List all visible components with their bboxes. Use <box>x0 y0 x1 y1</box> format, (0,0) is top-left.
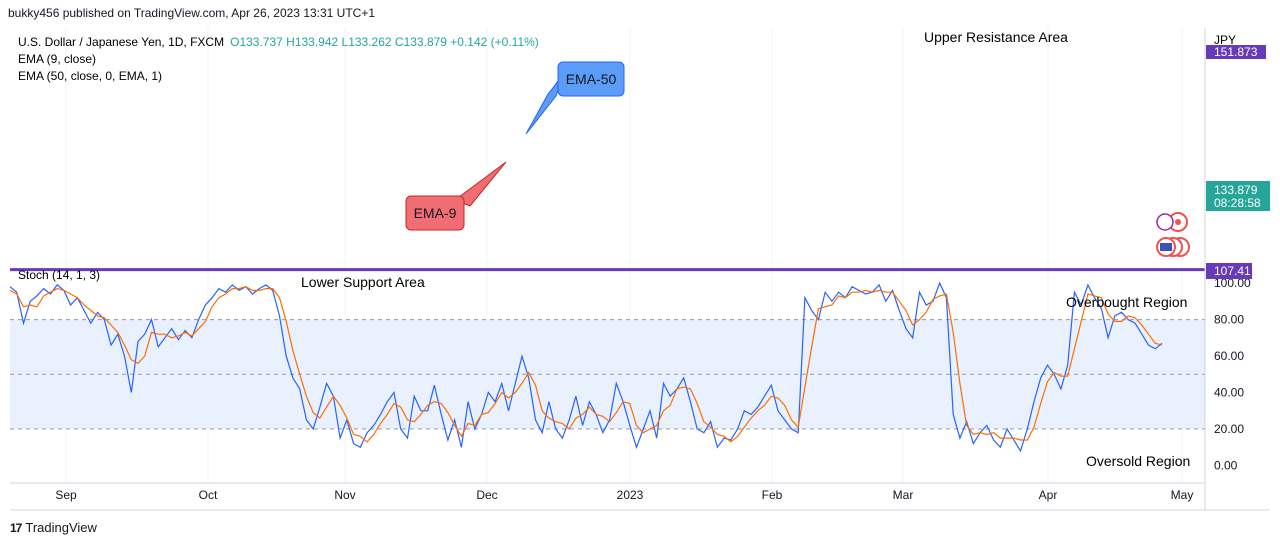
time-tick-sep: Sep <box>55 488 77 502</box>
countdown-timer: 08:28:58 <box>1214 196 1261 210</box>
upper-line-price: 151.873 <box>1214 45 1258 59</box>
event-flag-icons[interactable] <box>1156 212 1190 257</box>
upper-resistance-label: Upper Resistance Area <box>924 29 1068 45</box>
ema9-callout-text: EMA-9 <box>414 205 457 221</box>
stoch-k-line <box>9 281 1163 453</box>
currency-label: JPY <box>1214 33 1236 47</box>
stoch-d-line <box>9 286 1163 443</box>
ema50-callout-text: EMA-50 <box>566 71 617 87</box>
time-tick-feb: Feb <box>762 488 783 502</box>
stoch-tick-2: 40.00 <box>1214 386 1244 400</box>
time-tick-dec: Dec <box>476 488 497 502</box>
time-tick-mar: Mar <box>893 488 914 502</box>
lower-support-label: Lower Support Area <box>301 274 425 290</box>
dividend-event-icon <box>1156 213 1174 231</box>
ema50-legend: EMA (50, close, 0, EMA, 1) <box>18 69 162 83</box>
stoch-line-badge: 107.41 <box>1206 263 1252 279</box>
tradingview-logo[interactable]: 17 TradingView <box>10 520 97 535</box>
stoch-tick-1: 20.00 <box>1214 422 1244 436</box>
tradingview-logo-mark: 17 <box>10 520 22 535</box>
time-tick-nov: Nov <box>334 488 355 502</box>
stoch-tick-5: 100.00 <box>1214 276 1251 290</box>
last-price-badge: 133.879 08:28:58 <box>1206 181 1270 211</box>
overbought-label: Overbought Region <box>1066 294 1187 310</box>
publisher-line: bukky456 published on TradingView.com, A… <box>8 6 376 20</box>
stoch-tick-0: 0.00 <box>1214 459 1238 473</box>
stoch-series-layer <box>9 281 1163 453</box>
time-tick-2023: 2023 <box>617 488 644 502</box>
ema50-callout: EMA-50 <box>525 61 625 135</box>
symbol-legend: U.S. Dollar / Japanese Yen, 1D, FXCM O133… <box>18 35 539 49</box>
upper-line-price-badge: 151.873 <box>1206 45 1266 59</box>
stoch-tick-3: 60.00 <box>1214 349 1244 363</box>
stoch-legend: Stoch (14, 1, 3) <box>18 268 100 282</box>
stoch-tick-4: 80.00 <box>1214 313 1244 327</box>
stoch-axis-ticks: 0.00 20.00 40.00 60.00 80.00 100.00 <box>1214 276 1251 472</box>
time-tick-may: May <box>1171 488 1194 502</box>
stoch-guide-lines <box>10 319 1205 430</box>
ema9-legend: EMA (9, close) <box>18 52 96 66</box>
time-tick-apr: Apr <box>1039 488 1058 502</box>
oversold-label: Oversold Region <box>1086 453 1190 469</box>
stoch-line-value: 107.41 <box>1214 264 1251 278</box>
time-tick-oct: Oct <box>199 488 218 502</box>
tradingview-brand: TradingView <box>25 520 97 535</box>
ema9-callout: EMA-9 <box>405 161 507 231</box>
time-axis-ticks: Sep Oct Nov Dec 2023 Feb Mar Apr May <box>55 488 1193 502</box>
last-price: 133.879 <box>1214 183 1258 197</box>
price-series-layer <box>10 268 1205 272</box>
